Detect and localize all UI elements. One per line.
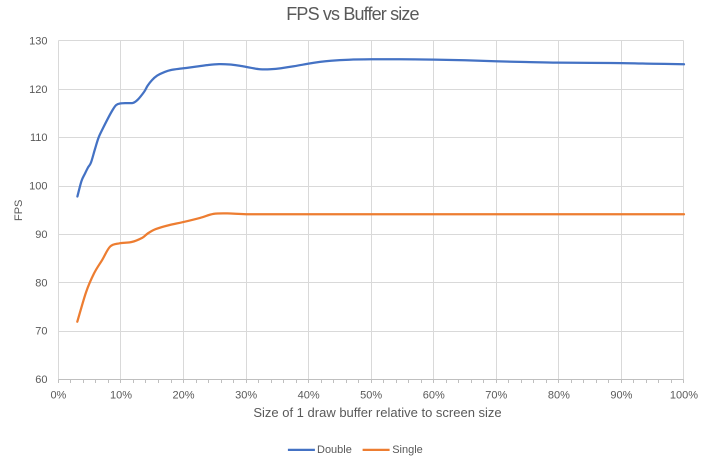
svg-text:0%: 0% (50, 389, 66, 401)
svg-text:100%: 100% (670, 389, 698, 401)
svg-text:100: 100 (29, 181, 47, 193)
svg-text:60%: 60% (423, 389, 445, 401)
svg-text:110: 110 (30, 132, 48, 144)
svg-text:90: 90 (35, 229, 47, 241)
svg-text:20%: 20% (172, 389, 194, 401)
svg-text:40%: 40% (298, 389, 320, 401)
svg-text:Size of 1 draw buffer relative: Size of 1 draw buffer relative to screen… (253, 405, 501, 420)
svg-text:70%: 70% (485, 389, 507, 401)
svg-text:Single: Single (392, 444, 423, 456)
svg-text:60: 60 (35, 374, 47, 386)
svg-text:80: 80 (35, 277, 47, 289)
svg-text:10%: 10% (110, 389, 132, 401)
svg-text:FPS vs Buffer size: FPS vs Buffer size (286, 4, 419, 24)
svg-text:90%: 90% (610, 389, 632, 401)
svg-text:30%: 30% (235, 389, 257, 401)
svg-text:130: 130 (29, 35, 47, 47)
svg-text:120: 120 (29, 84, 47, 96)
svg-text:70: 70 (35, 326, 47, 338)
svg-text:80%: 80% (548, 389, 570, 401)
svg-text:Double: Double (317, 444, 352, 456)
svg-text:50%: 50% (360, 389, 382, 401)
svg-text:FPS: FPS (13, 200, 25, 221)
